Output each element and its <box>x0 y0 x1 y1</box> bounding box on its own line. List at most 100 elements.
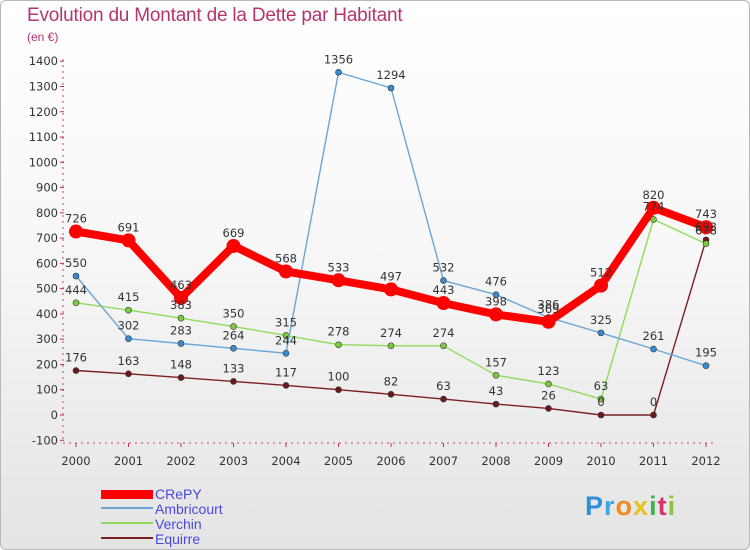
data-label-verchin: 123 <box>538 364 560 378</box>
data-label-verchin: 774 <box>643 199 665 213</box>
data-point-ambricourt <box>387 84 395 92</box>
data-point-verchin <box>597 395 605 403</box>
data-label-ambricourt: 1356 <box>324 52 353 66</box>
logo-letter: x <box>633 491 650 521</box>
x-tick-label: 2000 <box>61 454 90 468</box>
data-point-equirre <box>282 382 290 389</box>
legend-label-ambricourt: Ambricourt <box>155 501 223 517</box>
x-tick-label: 2009 <box>534 454 563 468</box>
data-point-verchin <box>335 341 342 349</box>
data-label-verchin: 315 <box>275 315 297 329</box>
data-label-equirre: 82 <box>384 374 399 388</box>
data-point-equirre <box>440 395 447 403</box>
data-label-ambricourt: 550 <box>65 256 87 270</box>
data-point-equirre <box>545 405 552 412</box>
data-label-equirre: 63 <box>436 379 451 393</box>
y-tick-label: 300 <box>36 332 58 346</box>
data-label-verchin: 63 <box>594 379 609 393</box>
data-label-equirre: 176 <box>65 351 87 365</box>
y-tick-label: 0 <box>51 408 58 422</box>
data-point-verchin <box>545 380 552 388</box>
data-point-verchin <box>177 314 185 322</box>
data-label-crepy: 726 <box>65 212 87 226</box>
x-tick-label: 2011 <box>639 454 668 468</box>
data-label-ambricourt: 302 <box>118 319 140 333</box>
data-point-crepy <box>279 264 293 279</box>
data-point-equirre <box>650 411 657 419</box>
y-tick-label: 400 <box>36 307 58 321</box>
data-label-equirre: 133 <box>223 361 245 375</box>
data-point-crepy <box>384 282 398 297</box>
logo-letter: P <box>585 491 605 521</box>
data-point-crepy <box>226 238 241 253</box>
y-tick-label: 1300 <box>29 79 58 93</box>
data-point-equirre <box>72 367 80 374</box>
x-tick-label: 2003 <box>219 454 248 468</box>
data-label-crepy: 533 <box>328 260 350 274</box>
data-point-crepy <box>331 273 346 288</box>
data-label-equirre: 26 <box>541 388 556 402</box>
data-point-ambricourt <box>72 272 80 280</box>
y-tick-label: 800 <box>36 206 58 220</box>
data-point-verchin <box>125 306 132 314</box>
series-crepy <box>69 200 713 329</box>
data-point-verchin <box>702 240 710 247</box>
data-label-equirre: 100 <box>328 370 350 384</box>
data-label-crepy: 512 <box>590 266 612 280</box>
data-point-crepy <box>174 290 188 305</box>
data-point-ambricourt <box>492 291 500 299</box>
data-label-ambricourt: 264 <box>223 328 245 342</box>
data-point-ambricourt <box>597 329 605 337</box>
legend-label-verchin: Verchin <box>155 516 202 532</box>
data-point-ambricourt <box>335 69 342 76</box>
legend-swatch-ambricourt <box>101 507 153 509</box>
data-point-ambricourt <box>702 362 710 370</box>
data-point-crepy <box>436 296 451 311</box>
x-tick-label: 2002 <box>166 454 195 468</box>
data-label-equirre: 0 <box>597 395 604 409</box>
series-equirre <box>72 236 710 419</box>
x-tick-label: 2012 <box>691 454 720 468</box>
data-point-crepy <box>594 278 608 293</box>
data-point-verchin <box>230 323 237 330</box>
data-point-equirre <box>492 400 500 408</box>
data-point-ambricourt <box>282 350 290 357</box>
chart-unit: (en €) <box>27 30 59 44</box>
chart-data-labels: 176 163 148 133 117 100 82 63 43 26 0 0 693 444 415 383… <box>65 52 717 409</box>
data-point-crepy <box>541 314 556 329</box>
data-label-ambricourt: 244 <box>275 333 297 347</box>
data-point-equirre <box>335 386 342 394</box>
data-label-verchin: 274 <box>380 326 402 340</box>
data-label-ambricourt: 261 <box>643 329 665 343</box>
data-label-equirre: 693 <box>695 220 717 234</box>
data-label-verchin: 415 <box>118 290 140 304</box>
data-label-verchin: 157 <box>485 355 507 369</box>
data-label-equirre: 117 <box>275 365 297 379</box>
series-ambricourt <box>72 69 710 370</box>
data-label-crepy: 669 <box>223 226 245 240</box>
data-label-ambricourt: 1294 <box>376 68 405 82</box>
data-point-equirre <box>177 374 185 381</box>
data-label-verchin: 274 <box>433 326 455 340</box>
data-label-ambricourt: 283 <box>170 323 192 337</box>
chart-axes: -100010020030040050060070080090010001100… <box>29 54 721 468</box>
logo-letter: r <box>604 491 616 521</box>
legend-label-equirre: Equirre <box>155 531 201 547</box>
data-label-crepy: 369 <box>538 302 560 316</box>
x-tick-label: 2005 <box>324 454 353 468</box>
legend-label-crepy: CRePY <box>155 486 202 502</box>
data-point-ambricourt <box>440 277 447 284</box>
x-tick-label: 2004 <box>271 454 300 468</box>
data-point-ambricourt <box>230 344 237 352</box>
y-tick-label: 1200 <box>29 105 58 119</box>
legend-swatch-verchin <box>101 522 153 524</box>
chart-title: Evolution du Montant de la Dette par Hab… <box>27 5 403 26</box>
data-label-crepy: 443 <box>433 283 455 297</box>
logo-letter: i <box>649 491 658 521</box>
data-point-equirre <box>597 411 605 419</box>
data-point-equirre <box>125 370 132 378</box>
y-tick-label: 900 <box>36 181 58 195</box>
data-point-crepy <box>646 200 661 215</box>
y-tick-label: 1400 <box>29 54 58 68</box>
